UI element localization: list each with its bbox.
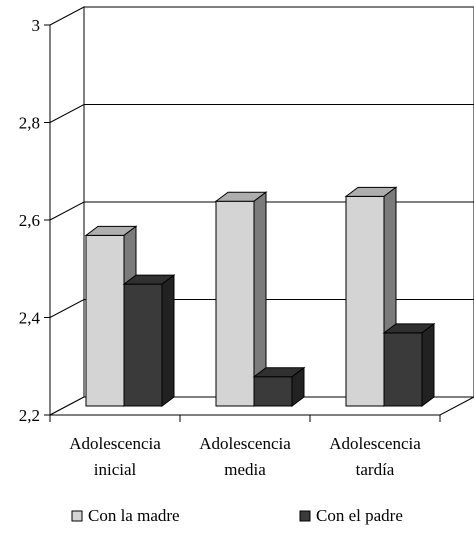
bar-front (123, 283, 163, 407)
legend-item: Con la madre (71, 506, 180, 525)
legend-item: Con el padre (299, 506, 403, 525)
bars (84, 186, 436, 407)
bar-front (253, 376, 293, 407)
bar-side (161, 274, 175, 407)
bar-side (421, 322, 435, 407)
y-tick-label: 2,8 (19, 114, 40, 133)
x-category-label: Adolescencia tardía (329, 434, 421, 479)
legend: Con la madre Con el padre (71, 506, 403, 525)
bar-front (85, 234, 125, 407)
y-axis-ticks: 2,2 2,4 2,6 2,8 3 (19, 16, 51, 425)
x-category-label: Adolescencia inicial (69, 434, 161, 479)
bar-front (215, 200, 255, 407)
bar-front (383, 332, 423, 407)
bar-side (291, 366, 305, 407)
bar (382, 322, 436, 407)
y-tick-label: 2,2 (19, 406, 40, 425)
bar (214, 191, 268, 407)
x-category-label: Adolescencia media (199, 434, 291, 479)
y-tick-label: 3 (32, 16, 41, 35)
bar (252, 366, 306, 407)
y-tick-label: 2,4 (19, 309, 41, 328)
gridline (49, 201, 474, 221)
gridline (49, 104, 474, 123)
y-tick-label: 2,6 (19, 211, 40, 230)
x-axis-category-labels: Adolescencia inicial Adolescencia media Adol… (49, 415, 441, 479)
legend-label: Con el padre (316, 506, 403, 525)
legend-swatch (299, 510, 311, 522)
gridline (49, 299, 474, 318)
bar-front (345, 195, 385, 407)
bar (122, 274, 176, 407)
legend-swatch (71, 510, 83, 522)
legend-label: Con la madre (88, 506, 180, 525)
